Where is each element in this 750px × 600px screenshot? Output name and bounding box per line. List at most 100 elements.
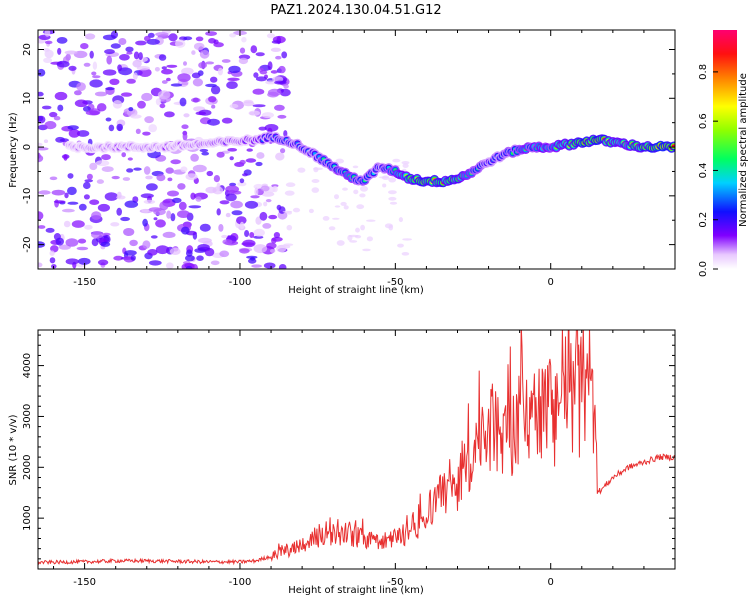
noise-blob [162,231,176,238]
noise-blob [143,166,151,175]
noise-blob [76,130,90,137]
noise-blob [166,64,178,68]
noise-blob [192,164,207,173]
noise-blob [41,105,52,110]
noise-blob [54,91,68,101]
noise-blob [68,129,80,138]
noise-blob [95,160,110,167]
noise-blob [248,110,261,116]
noise-blob [85,33,96,40]
noise-blob [101,154,111,161]
noise-blob [239,248,250,254]
noise-blob [221,234,228,239]
noise-blob [217,67,223,76]
spec-x-tick-label: 0 [548,277,554,288]
noise-blob [138,52,143,61]
noise-blob [155,245,170,255]
snr-x-tick-label: -100 [229,577,252,588]
noise-blob [231,210,243,216]
noise-blob [229,182,237,187]
noise-blob [190,153,199,162]
noise-blob [263,262,276,269]
noise-blob [96,103,107,112]
noise-blob [163,200,171,204]
noise-blob [205,186,217,194]
noise-blob [181,67,194,76]
noise-blob [336,240,345,246]
noise-blob [356,204,365,210]
noise-blob [340,201,347,206]
noise-blob [210,260,220,266]
noise-blob [94,91,108,97]
noise-blob [245,158,257,163]
noise-blob [172,197,182,204]
noise-blob [137,100,146,109]
noise-blob [218,224,224,232]
noise-blob [221,117,233,124]
noise-blob [65,258,79,265]
noise-blob [388,196,397,201]
noise-blob [136,66,150,71]
noise-blob [74,99,88,108]
noise-blob [159,103,166,109]
noise-blob [273,232,280,239]
noise-blob [141,92,153,102]
noise-blob [121,152,126,158]
snr-series-line [38,330,675,566]
noise-blob [135,40,147,46]
noise-blob [44,49,54,59]
noise-blob [285,182,296,187]
noise-blob [239,159,246,165]
noise-blob [388,190,397,195]
noise-blob [67,173,74,179]
noise-blob [199,148,209,153]
noise-blob [91,71,97,76]
noise-blob [77,238,87,244]
noise-blob [242,173,248,177]
noise-blob [169,247,181,255]
noise-blob [100,241,111,247]
noise-blob [147,249,158,256]
noise-blob [281,51,288,59]
noise-blob [181,226,190,235]
chart-title: PAZ1.2024.130.04.51.G12 [270,3,441,18]
noise-blob [242,101,255,107]
noise-blob [161,66,167,70]
spec-y-tick-label: -10 [22,188,33,204]
noise-blob [249,232,255,238]
noise-blob [83,181,91,190]
noise-blob [226,81,238,89]
noise-blob [253,228,265,237]
noise-blob [106,55,112,65]
snr-y-tick-label: 2000 [22,455,33,480]
noise-blob [143,199,156,204]
noise-blob [117,64,122,72]
noise-blob [155,32,169,37]
noise-blob [38,142,43,147]
noise-blob [362,248,371,252]
noise-blob [67,186,77,196]
noise-blob [43,57,53,63]
noise-blob [126,78,136,84]
noise-blob [89,199,100,205]
noise-blob [219,200,230,205]
noise-blob [92,75,101,79]
noise-blob [195,111,207,116]
noise-blob [197,244,210,251]
snr-x-tick-label: 0 [548,577,554,588]
noise-blob [146,38,160,45]
noise-blob [188,205,202,209]
noise-blob [89,162,98,171]
noise-blob [278,65,286,74]
noise-blob [382,183,387,188]
noise-blob [401,161,410,165]
noise-blob [229,33,237,38]
noise-blob [250,45,258,54]
noise-blob [78,203,87,211]
noise-blob [138,68,152,77]
noise-blob [38,147,49,151]
noise-blob [133,167,142,171]
noise-blob [120,216,130,222]
spectrogram-x-label: Height of straight line (km) [288,285,424,296]
noise-blob [205,31,218,36]
